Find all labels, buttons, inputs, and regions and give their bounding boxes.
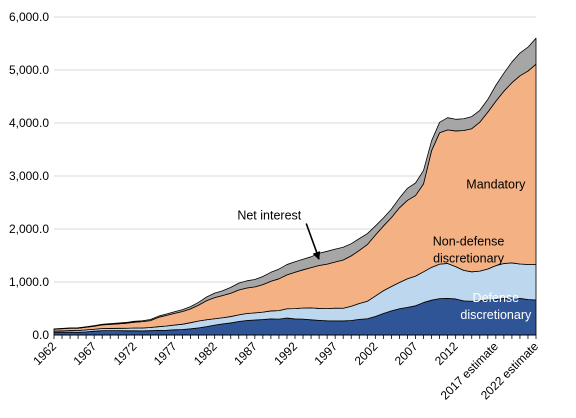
x-tick-label: 1997 [312, 339, 341, 368]
y-tick-label: 4,000.0 [9, 116, 49, 130]
area-net-interest [53, 37, 537, 330]
x-tick-label: 2007 [392, 339, 421, 368]
series-label-mandatory: Mandatory [466, 178, 526, 192]
y-tick-label: 5,000.0 [9, 63, 49, 77]
y-tick-label: 6,000.0 [9, 10, 49, 24]
x-tick-label: 2012 [432, 339, 461, 368]
x-tick-label: 1977 [151, 339, 180, 368]
x-tick-label: 1982 [191, 339, 220, 368]
y-tick-label: 2,000.0 [9, 222, 49, 236]
y-axis-tick-labels: 0.0 1,000.0 2,000.0 3,000.0 4,000.0 5,000.0 6,… [9, 10, 49, 342]
area-series-group [53, 37, 537, 336]
series-labels: Defense discretionary Non-defense discretio… [237, 178, 532, 322]
x-tick-label: 1972 [111, 339, 140, 368]
x-tick-label: 1992 [271, 339, 300, 368]
y-tick-label: 1,000.0 [9, 275, 49, 289]
x-tick-label: 1987 [231, 339, 260, 368]
series-label-net-interest: Net interest [237, 208, 301, 222]
x-tick-label: 1967 [71, 339, 100, 368]
x-tick-label: 1962 [30, 339, 59, 368]
x-axis: 1962 1967 1972 1977 1982 1987 1992 1997 2002 2007… [30, 334, 541, 402]
x-tick-label: 2002 [352, 339, 381, 368]
y-tick-label: 3,000.0 [9, 169, 49, 183]
series-label-non-defense-discretionary: Non-defense discretionary [433, 234, 505, 265]
y-tick-label: 0.0 [32, 328, 49, 342]
net-interest-arrowhead [312, 251, 321, 260]
series-label-defense-discretionary: Defense discretionary [460, 291, 532, 322]
